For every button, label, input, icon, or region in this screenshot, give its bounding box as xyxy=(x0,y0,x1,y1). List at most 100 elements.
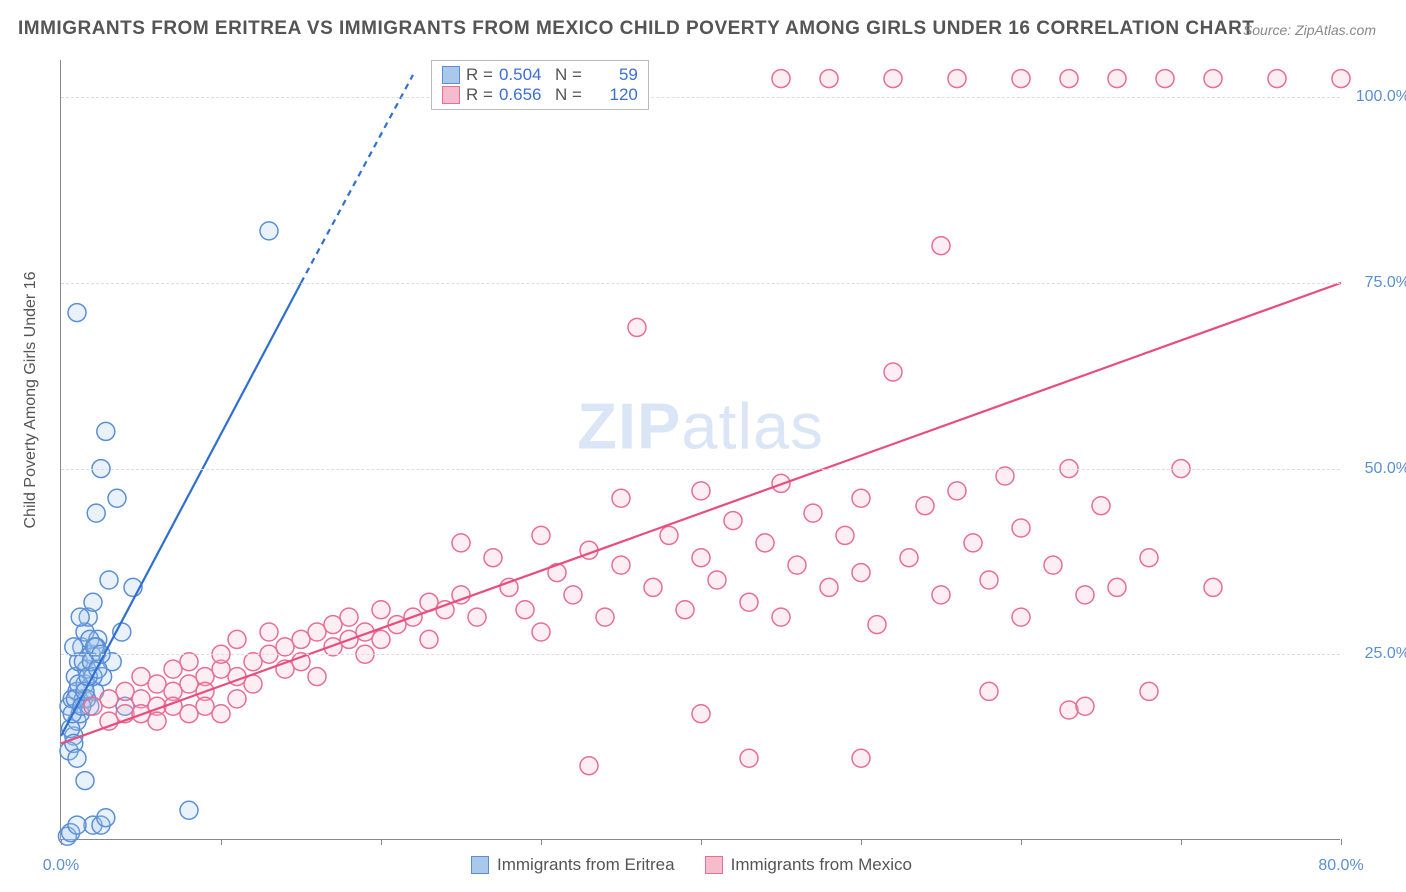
data-point xyxy=(692,482,710,500)
data-point xyxy=(372,601,390,619)
data-point xyxy=(97,422,115,440)
data-point xyxy=(884,363,902,381)
data-point xyxy=(68,304,86,322)
data-point xyxy=(516,601,534,619)
data-point xyxy=(1204,70,1222,88)
y-axis-label: Child Poverty Among Girls Under 16 xyxy=(22,272,40,529)
series-legend: Immigrants from Eritrea Immigrants from … xyxy=(471,855,912,875)
data-point xyxy=(532,526,550,544)
data-point xyxy=(772,608,790,626)
data-point xyxy=(628,318,646,336)
data-point xyxy=(916,497,934,515)
data-point xyxy=(1060,701,1078,719)
data-point xyxy=(340,608,358,626)
legend-item-mexico: Immigrants from Mexico xyxy=(705,855,912,875)
data-point xyxy=(580,757,598,775)
data-point xyxy=(852,489,870,507)
swatch-eritrea-icon xyxy=(471,856,489,874)
data-point xyxy=(788,556,806,574)
data-point xyxy=(884,70,902,88)
data-point xyxy=(196,697,214,715)
data-point xyxy=(1108,70,1126,88)
data-point xyxy=(596,608,614,626)
data-point xyxy=(468,608,486,626)
data-point xyxy=(852,564,870,582)
data-point xyxy=(692,549,710,567)
x-tick-label: 0.0% xyxy=(43,857,79,875)
data-point xyxy=(1012,608,1030,626)
data-point xyxy=(68,749,86,767)
data-point xyxy=(692,705,710,723)
data-point xyxy=(980,571,998,589)
data-point xyxy=(212,705,230,723)
legend-row-eritrea: R = 0.504 N = 59 xyxy=(442,65,638,85)
y-tick-label: 75.0% xyxy=(1350,274,1406,292)
data-point xyxy=(1076,697,1094,715)
data-point xyxy=(1140,682,1158,700)
data-point xyxy=(980,682,998,700)
data-point xyxy=(868,616,886,634)
data-point xyxy=(1044,556,1062,574)
data-point xyxy=(484,549,502,567)
data-point xyxy=(676,601,694,619)
data-point xyxy=(260,222,278,240)
data-point xyxy=(1108,578,1126,596)
data-point xyxy=(68,816,86,834)
scatter-svg xyxy=(61,60,1340,839)
source-attribution: Source: ZipAtlas.com xyxy=(1243,22,1376,38)
correlation-legend: R = 0.504 N = 59 R = 0.656 N = 120 xyxy=(431,60,649,110)
plot-area: ZIPatlas R = 0.504 N = 59 R = 0.656 N = … xyxy=(60,60,1340,840)
data-point xyxy=(756,534,774,552)
data-point xyxy=(900,549,918,567)
data-point xyxy=(948,482,966,500)
data-point xyxy=(1012,70,1030,88)
data-point xyxy=(1268,70,1286,88)
data-point xyxy=(71,608,89,626)
swatch-mexico xyxy=(442,86,460,104)
data-point xyxy=(164,660,182,678)
data-point xyxy=(820,70,838,88)
data-point xyxy=(740,593,758,611)
data-point xyxy=(87,504,105,522)
data-point xyxy=(84,697,102,715)
data-point xyxy=(100,571,118,589)
data-point xyxy=(180,675,198,693)
data-point xyxy=(1076,586,1094,604)
data-point xyxy=(108,489,126,507)
data-point xyxy=(452,534,470,552)
data-point xyxy=(836,526,854,544)
data-point xyxy=(1332,70,1350,88)
data-point xyxy=(1204,578,1222,596)
data-point xyxy=(644,578,662,596)
data-point xyxy=(772,70,790,88)
data-point xyxy=(564,586,582,604)
data-point xyxy=(292,630,310,648)
data-point xyxy=(148,675,166,693)
data-point xyxy=(740,749,758,767)
data-point xyxy=(612,556,630,574)
data-point xyxy=(532,623,550,641)
data-point xyxy=(1156,70,1174,88)
chart-title: IMMIGRANTS FROM ERITREA VS IMMIGRANTS FR… xyxy=(18,18,1254,40)
data-point xyxy=(76,772,94,790)
data-point xyxy=(852,749,870,767)
data-point xyxy=(372,630,390,648)
data-point xyxy=(724,512,742,530)
legend-item-eritrea: Immigrants from Eritrea xyxy=(471,855,675,875)
data-point xyxy=(180,801,198,819)
data-point xyxy=(228,630,246,648)
data-point xyxy=(612,489,630,507)
data-point xyxy=(308,623,326,641)
data-point xyxy=(148,712,166,730)
data-point xyxy=(948,70,966,88)
data-point xyxy=(308,668,326,686)
data-point xyxy=(260,623,278,641)
data-point xyxy=(132,668,150,686)
data-point xyxy=(324,616,342,634)
data-point xyxy=(1060,70,1078,88)
data-point xyxy=(116,682,134,700)
data-point xyxy=(1092,497,1110,515)
data-point xyxy=(228,690,246,708)
data-point xyxy=(660,526,678,544)
data-point xyxy=(97,809,115,827)
